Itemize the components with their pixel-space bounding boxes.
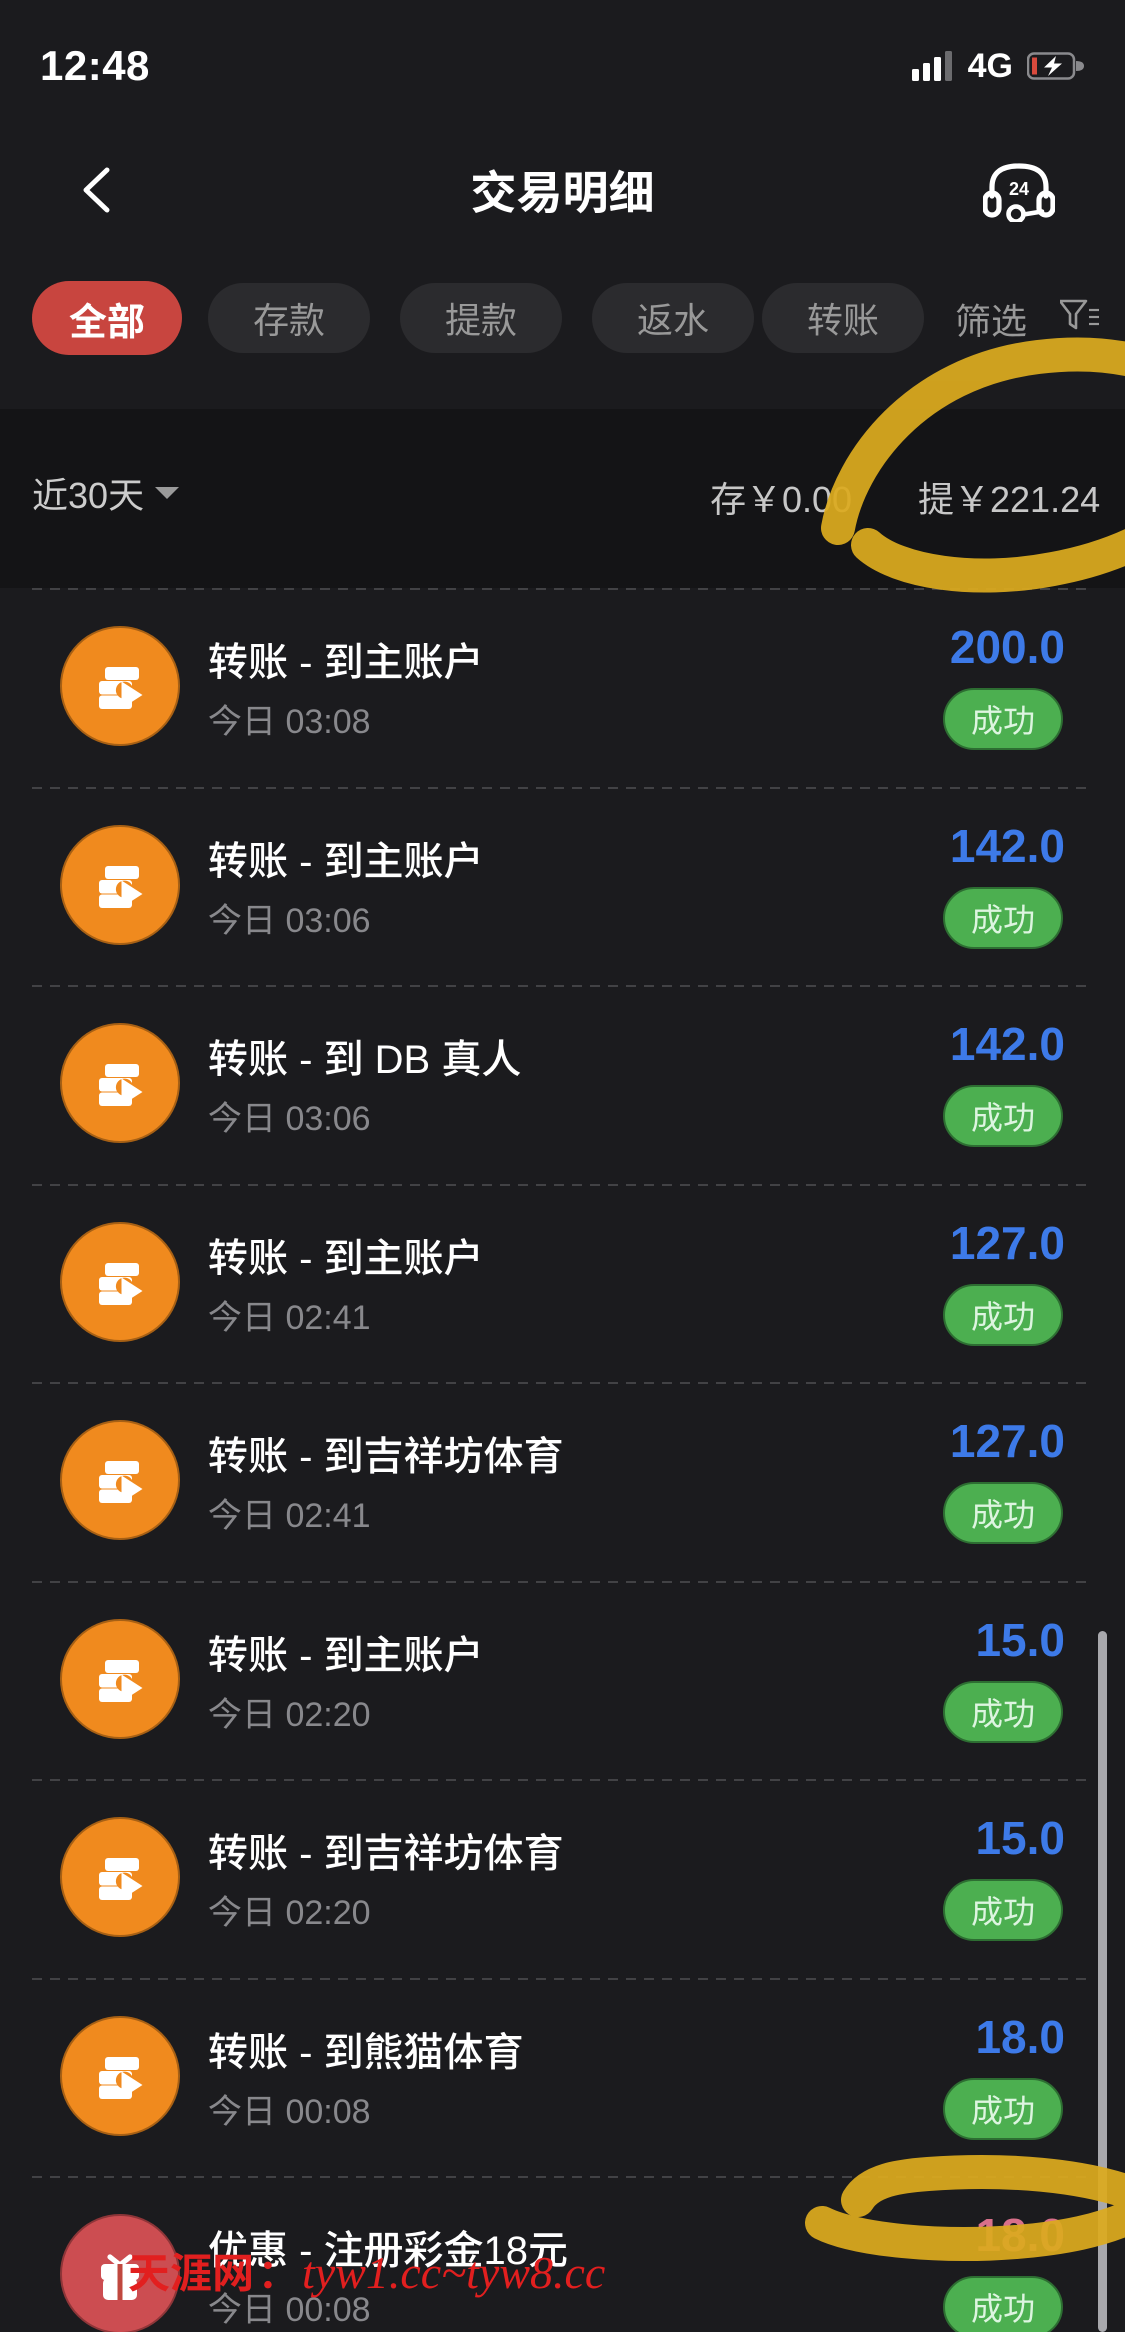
svg-text:24: 24 bbox=[1009, 179, 1029, 199]
